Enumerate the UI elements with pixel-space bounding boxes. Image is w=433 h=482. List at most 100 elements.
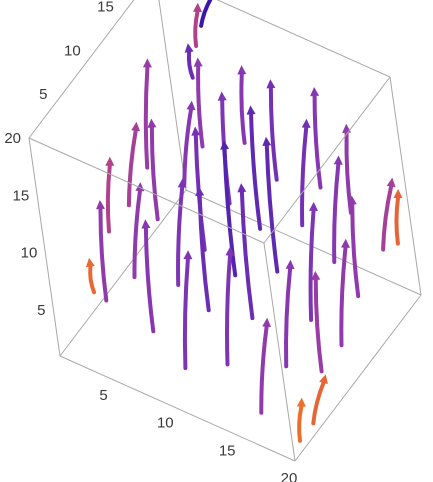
x-tick-label: 10 bbox=[157, 415, 174, 432]
z-tick-label: 15 bbox=[13, 187, 30, 204]
vector-arrow-shaft bbox=[297, 404, 304, 443]
vector-arrow-head bbox=[225, 246, 235, 256]
vector-arrow-head bbox=[285, 259, 295, 269]
box-edge bbox=[216, 0, 391, 78]
vector-arrow-shaft bbox=[193, 9, 200, 48]
box-edge bbox=[28, 137, 61, 357]
vector-arrow-head bbox=[147, 118, 157, 128]
vector-arrow-head bbox=[195, 186, 205, 197]
vector-arrow-shaft bbox=[239, 190, 255, 321]
vector-arrow-shaft bbox=[344, 130, 353, 215]
vector-arrow-shaft bbox=[339, 245, 348, 348]
vector-arrow-shaft bbox=[394, 196, 400, 246]
bounding-box-front-edges bbox=[28, 0, 422, 462]
vector-arrow-head bbox=[386, 177, 396, 188]
vector-arrow-shaft bbox=[312, 94, 323, 190]
vector-arrow-shaft bbox=[143, 226, 156, 334]
vector-arrow-shaft bbox=[88, 264, 96, 295]
vector-arrow-head bbox=[193, 57, 203, 67]
vector-arrow-head bbox=[296, 397, 306, 407]
axis-tick-labels: 510152051015205101520 bbox=[4, 0, 297, 482]
vector-arrow-shaft bbox=[132, 189, 142, 280]
vector-arrow-shaft bbox=[222, 147, 238, 278]
box-edge bbox=[263, 242, 296, 462]
vector-arrow-head bbox=[85, 257, 95, 268]
vector-arrow-head bbox=[217, 91, 227, 101]
vector-arrow-head bbox=[301, 118, 311, 128]
vector-arrow-head bbox=[342, 123, 352, 133]
vector-arrow-shaft bbox=[186, 50, 195, 80]
z-tick-label: 5 bbox=[37, 302, 45, 319]
vector-arrow-shaft bbox=[308, 208, 316, 322]
vector-arrow-head bbox=[341, 238, 350, 248]
vector-arrow-head bbox=[311, 270, 321, 281]
vector-arrow-head bbox=[186, 100, 196, 111]
vector-arrow-head bbox=[347, 195, 357, 205]
vector-arrow-head bbox=[184, 43, 194, 53]
vector-arrow-head bbox=[96, 200, 105, 210]
x-tick-label: 5 bbox=[99, 387, 107, 404]
vector-arrow-shaft bbox=[239, 72, 247, 145]
vector-arrow-shaft bbox=[350, 202, 361, 299]
vector-arrow-head bbox=[262, 136, 272, 146]
vector-arrow-shaft bbox=[332, 162, 341, 264]
vector-arrow-shaft bbox=[182, 257, 190, 371]
box-edge bbox=[28, 0, 135, 139]
vector-arrow-head bbox=[237, 183, 247, 193]
box-edge bbox=[28, 137, 265, 244]
vector-arrow-shaft bbox=[300, 125, 309, 228]
vector-arrow-shaft bbox=[197, 193, 211, 313]
vector-arrow-head bbox=[191, 126, 201, 136]
vector-arrows bbox=[85, 0, 403, 443]
vector-arrow-head bbox=[309, 201, 318, 211]
vector-arrow-shaft bbox=[196, 64, 205, 149]
vector-arrow-head bbox=[310, 87, 320, 97]
vector-arrow-shaft bbox=[249, 112, 263, 231]
vector-arrow-head bbox=[319, 374, 328, 384]
vector-arrow-shaft bbox=[259, 324, 269, 415]
y-tick-label: 15 bbox=[97, 0, 114, 16]
vector-arrow-shaft bbox=[176, 185, 185, 287]
box-edge bbox=[185, 189, 422, 296]
vector-arrow-head bbox=[266, 79, 276, 89]
vector-arrow-shaft bbox=[199, 0, 213, 28]
vector-arrow-shaft bbox=[182, 107, 193, 187]
box-edge bbox=[389, 76, 422, 296]
vector-arrow-head bbox=[105, 156, 115, 166]
vector-arrow-shaft bbox=[268, 86, 279, 182]
box-edge bbox=[294, 294, 422, 462]
vector-arrow-head bbox=[131, 121, 141, 132]
vector-arrow-shaft bbox=[284, 266, 293, 369]
vector-arrow-shaft bbox=[126, 128, 138, 208]
vector-arrow-head bbox=[220, 140, 230, 150]
vector-arrow-shaft bbox=[313, 277, 324, 374]
vector-arrow-shaft bbox=[143, 65, 150, 170]
box-edge bbox=[59, 189, 187, 357]
box-edge bbox=[59, 355, 296, 462]
y-tick-label: 10 bbox=[64, 42, 81, 59]
vector-arrow-shaft bbox=[98, 207, 109, 303]
vector-arrow-head bbox=[142, 58, 152, 68]
x-tick-label: 20 bbox=[281, 470, 298, 482]
vector-arrow-shaft bbox=[381, 184, 394, 252]
vector-arrow-head bbox=[183, 250, 193, 260]
vector-arrow-head bbox=[393, 189, 403, 198]
x-tick-label: 15 bbox=[219, 442, 236, 459]
y-tick-label: 5 bbox=[39, 86, 47, 103]
box-edge bbox=[263, 76, 391, 244]
vector-arrow-shaft bbox=[311, 380, 326, 426]
vector-arrow-head bbox=[135, 182, 145, 192]
z-tick-label: 10 bbox=[21, 245, 38, 262]
vector-arrow-head bbox=[177, 178, 187, 188]
vector-arrow-shaft bbox=[105, 163, 112, 234]
vector-arrow-head bbox=[262, 317, 272, 327]
vector-arrow-shaft bbox=[225, 253, 232, 367]
box-edge bbox=[158, 0, 187, 191]
vector-arrow-head bbox=[333, 155, 343, 165]
vector-arrow-shaft bbox=[149, 125, 160, 222]
vector-arrow-head bbox=[193, 2, 202, 12]
z-tick-label: 20 bbox=[4, 130, 21, 147]
vector-arrow-shaft bbox=[264, 143, 280, 274]
vector-arrow-head bbox=[237, 65, 247, 75]
